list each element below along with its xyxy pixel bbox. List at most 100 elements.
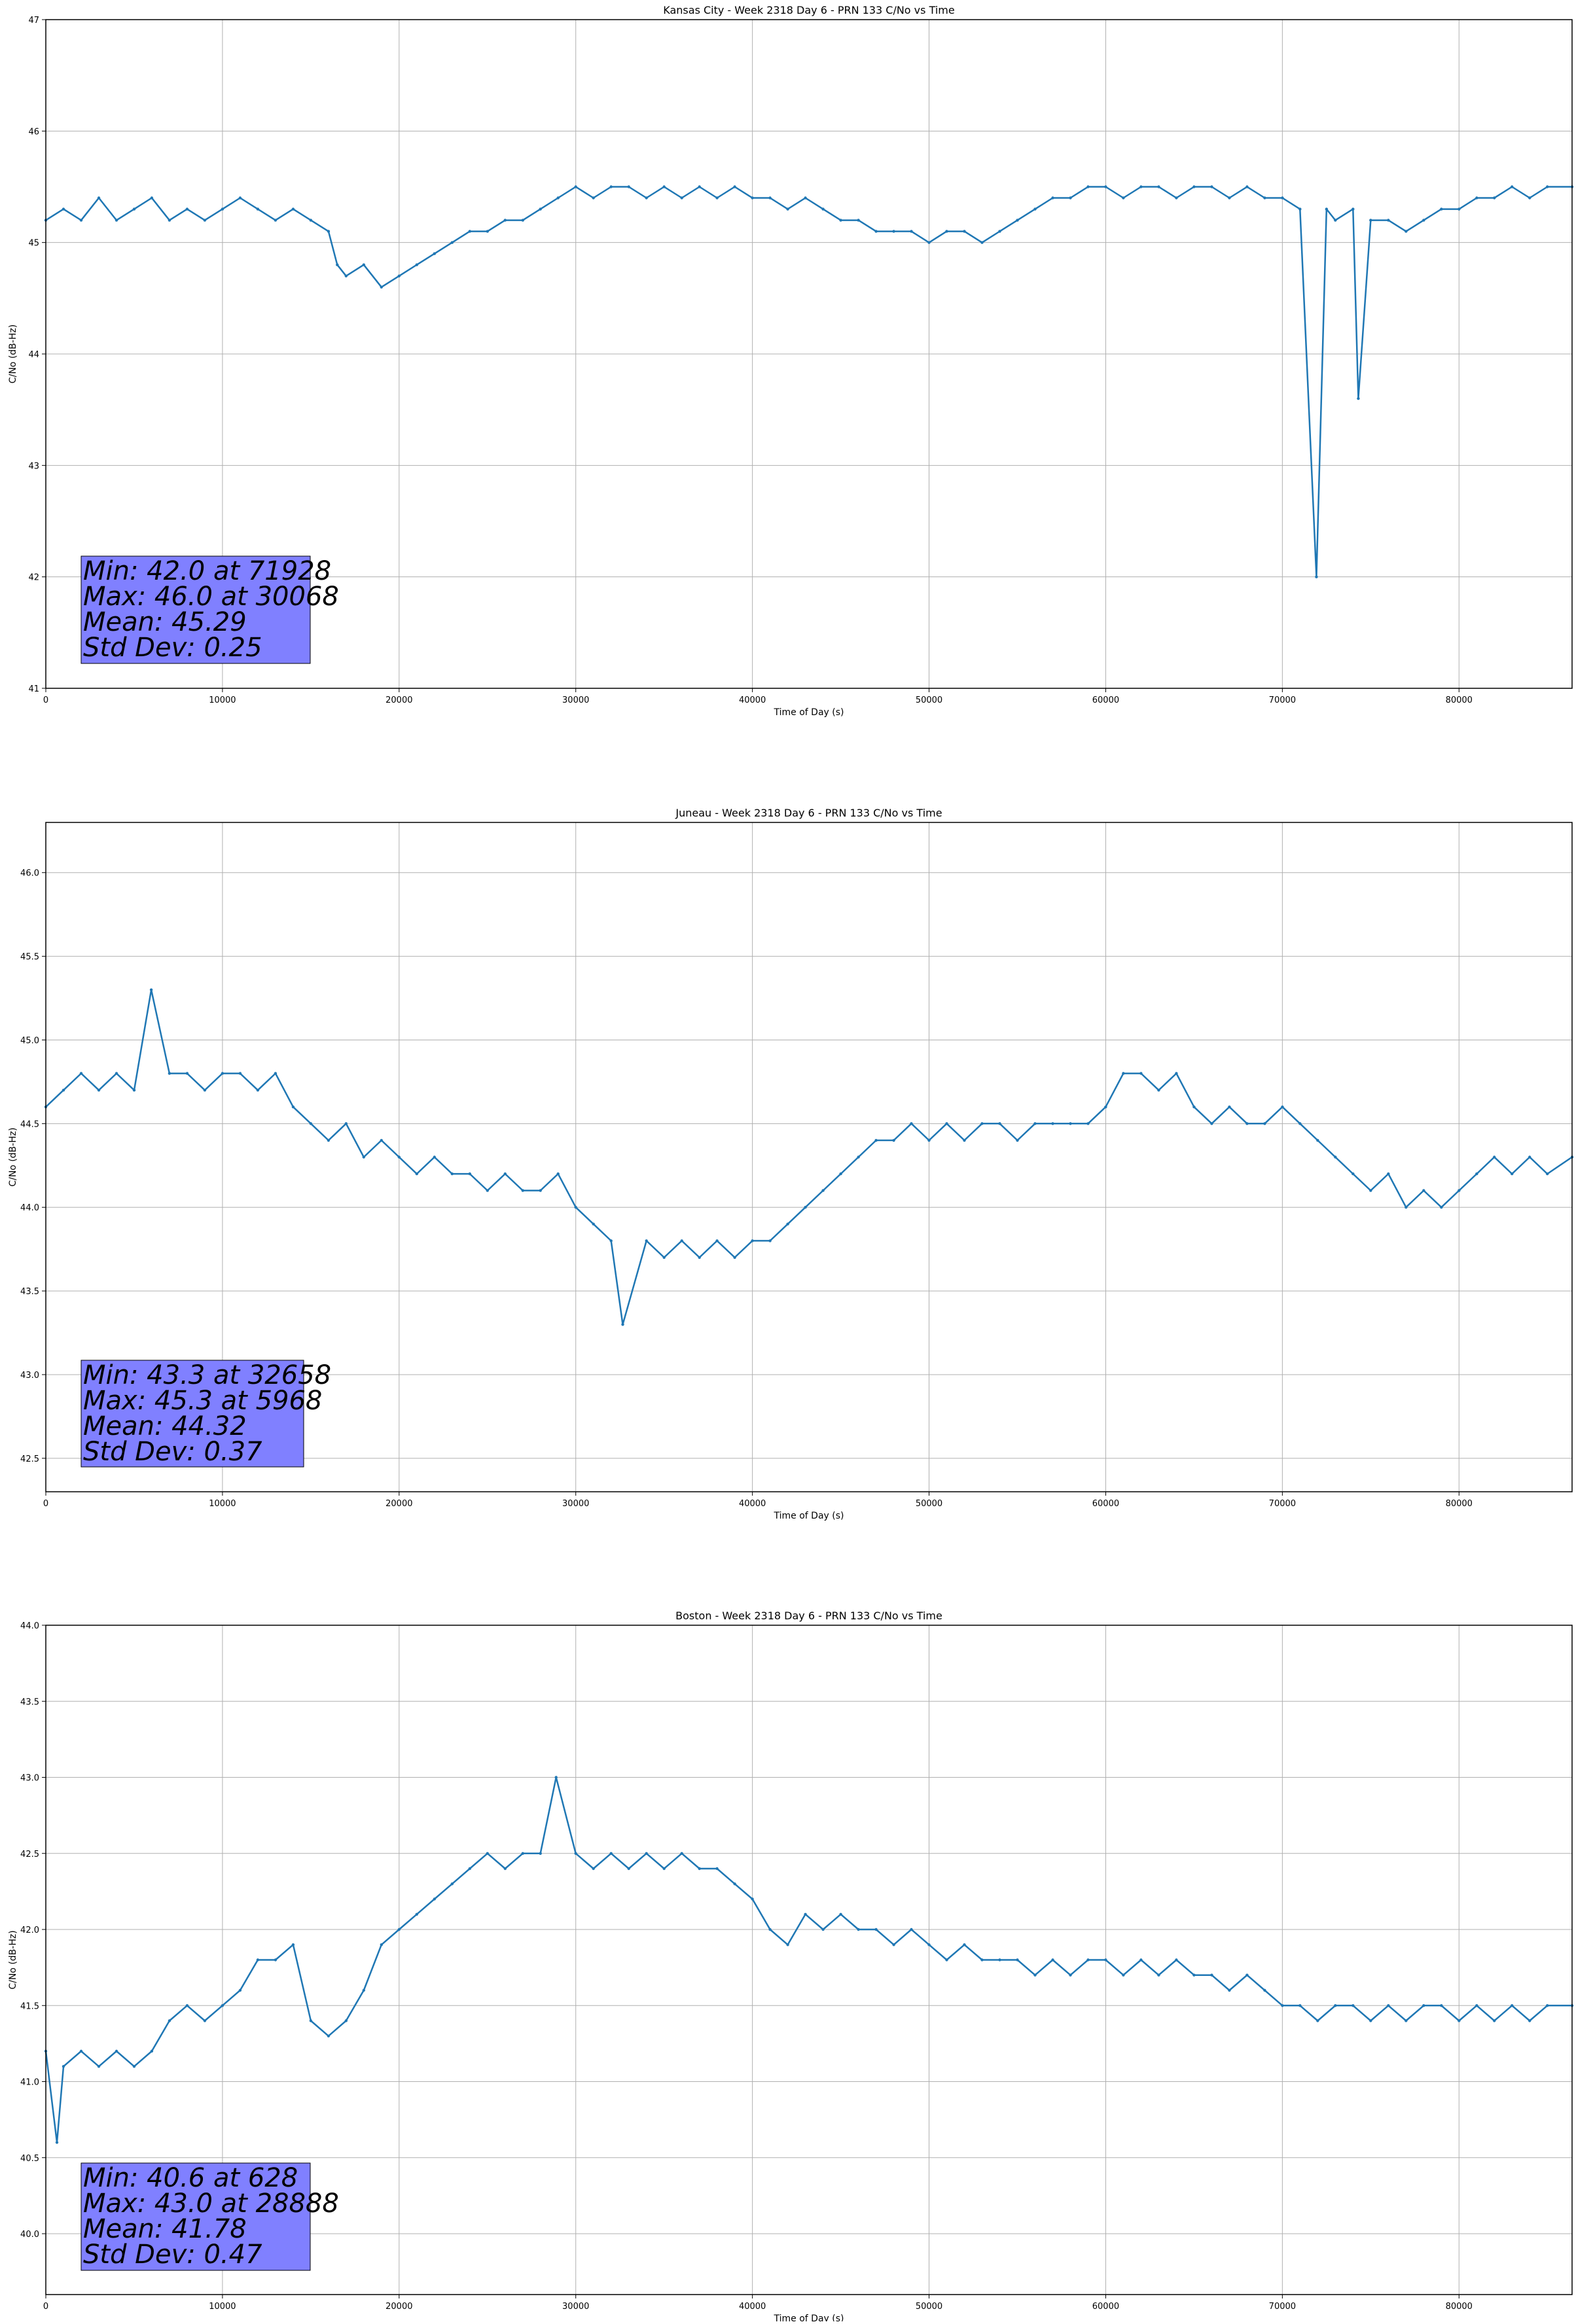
- x-tick-label: 10000: [209, 1499, 236, 1509]
- cno-data-point: [380, 1943, 383, 1946]
- x-tick-label: 60000: [1092, 1499, 1119, 1509]
- cno-data-point: [1139, 1958, 1143, 1962]
- cno-data-point: [362, 263, 365, 266]
- cno-data-point: [963, 230, 966, 233]
- cno-data-point: [874, 1138, 878, 1142]
- cno-data-point: [1352, 1172, 1355, 1176]
- cno-data-point: [62, 207, 65, 211]
- cno-data-point: [468, 230, 471, 233]
- cno-data-point: [945, 1122, 948, 1125]
- cno-data-point: [1475, 196, 1478, 200]
- cno-data-point: [786, 1943, 789, 1946]
- stats-box-background: [81, 555, 311, 664]
- x-axis-label: Time of Day (s): [774, 2314, 844, 2321]
- cno-data-point: [927, 1138, 931, 1142]
- x-tick-label: 30000: [562, 2302, 589, 2312]
- x-tick-label: 10000: [209, 2302, 236, 2312]
- cno-data-point: [1405, 2019, 1408, 2022]
- cno-data-point: [62, 1089, 65, 1092]
- cno-data-point: [274, 1958, 278, 1962]
- cno-data-point: [910, 1928, 913, 1931]
- x-tick-label: 50000: [916, 695, 942, 705]
- cno-data-point: [256, 207, 260, 211]
- y-tick-label: 41.0: [20, 2078, 39, 2088]
- cno-data-point: [291, 1943, 295, 1946]
- grid: [46, 1625, 1572, 2295]
- x-tick-label: 80000: [1446, 1499, 1473, 1509]
- cno-data-point: [1210, 1122, 1213, 1125]
- cno-data-point: [1228, 1105, 1231, 1109]
- cno-data-point: [1016, 1958, 1019, 1962]
- cno-data-point: [433, 1155, 436, 1159]
- cno-data-point: [486, 230, 489, 233]
- cno-data-point: [1334, 1155, 1337, 1159]
- cno-data-point: [1157, 1089, 1160, 1092]
- cno-data-point: [874, 230, 878, 233]
- cno-data-point: [609, 1239, 613, 1242]
- cno-data-point: [380, 285, 383, 289]
- cno-data-point: [556, 1172, 560, 1176]
- cno-data-point: [1387, 1172, 1390, 1176]
- cno-data-point: [327, 1138, 331, 1142]
- x-tick-label: 40000: [739, 2302, 766, 2312]
- cno-data-point: [1228, 196, 1231, 200]
- cno-data-point: [627, 185, 630, 188]
- cno-data-point: [592, 1867, 595, 1871]
- cno-data-point: [1369, 2019, 1372, 2022]
- cno-data-point: [327, 230, 331, 233]
- cno-series-line: [45, 1776, 1572, 2143]
- y-tick-label: 44.0: [20, 1203, 39, 1213]
- cno-data-point: [539, 1852, 542, 1855]
- cno-data-point: [1263, 196, 1266, 200]
- cno-data-point: [715, 1239, 719, 1242]
- y-tick-label: 47: [28, 16, 39, 26]
- cno-data-point: [115, 219, 118, 222]
- y-tick-label: 46: [28, 127, 39, 137]
- cno-data-point: [645, 1239, 648, 1242]
- cno-data-point: [1493, 1155, 1496, 1159]
- cno-data-point: [362, 1155, 365, 1159]
- cno-data-point: [1069, 1973, 1072, 1977]
- cno-data-point: [768, 1928, 772, 1931]
- cno-data-point: [221, 1072, 224, 1075]
- cno-data-point: [963, 1138, 966, 1142]
- cno-data-point: [574, 1852, 577, 1855]
- y-tick-label: 40.5: [20, 2154, 39, 2164]
- cno-data-point: [1298, 1122, 1302, 1125]
- cno-data-point: [539, 207, 542, 211]
- cno-data-point: [79, 2049, 83, 2053]
- x-tick-label: 70000: [1269, 1499, 1296, 1509]
- cno-data-point: [1511, 2004, 1514, 2007]
- x-tick-label: 30000: [562, 695, 589, 705]
- cno-data-point: [768, 1239, 772, 1242]
- x-tick-label: 70000: [1269, 695, 1296, 705]
- x-axis-label: Time of Day (s): [774, 707, 844, 718]
- cno-data-point: [1139, 1072, 1143, 1075]
- cno-data-point: [203, 219, 207, 222]
- cno-data-point: [1122, 1072, 1125, 1075]
- cno-data-point: [274, 219, 278, 222]
- cno-data-point: [804, 196, 807, 200]
- cno-data-point: [344, 274, 348, 277]
- cno-data-point: [274, 1072, 278, 1075]
- stats-box-background: [81, 1360, 304, 1468]
- cno-data-point: [857, 219, 860, 222]
- cno-data-point: [751, 1897, 754, 1901]
- cno-data-point: [1387, 219, 1390, 222]
- cno-data-point: [1369, 219, 1372, 222]
- cno-data-point: [132, 2065, 136, 2068]
- cno-data-point: [397, 274, 401, 277]
- cno-data-point: [1352, 2004, 1355, 2007]
- cno-data-point: [1316, 1138, 1319, 1142]
- cno-data-point: [715, 196, 719, 200]
- y-tick-label: 42: [28, 573, 39, 583]
- cno-data-point: [503, 1867, 507, 1871]
- chart-title: Juneau - Week 2318 Day 6 - PRN 133 C/No …: [675, 807, 942, 819]
- cno-data-point: [627, 1867, 630, 1871]
- cno-data-point: [945, 1958, 948, 1962]
- cno-data-point: [839, 1912, 842, 1916]
- x-tick-label: 30000: [562, 1499, 589, 1509]
- cno-data-point: [945, 230, 948, 233]
- cno-data-point: [397, 1928, 401, 1931]
